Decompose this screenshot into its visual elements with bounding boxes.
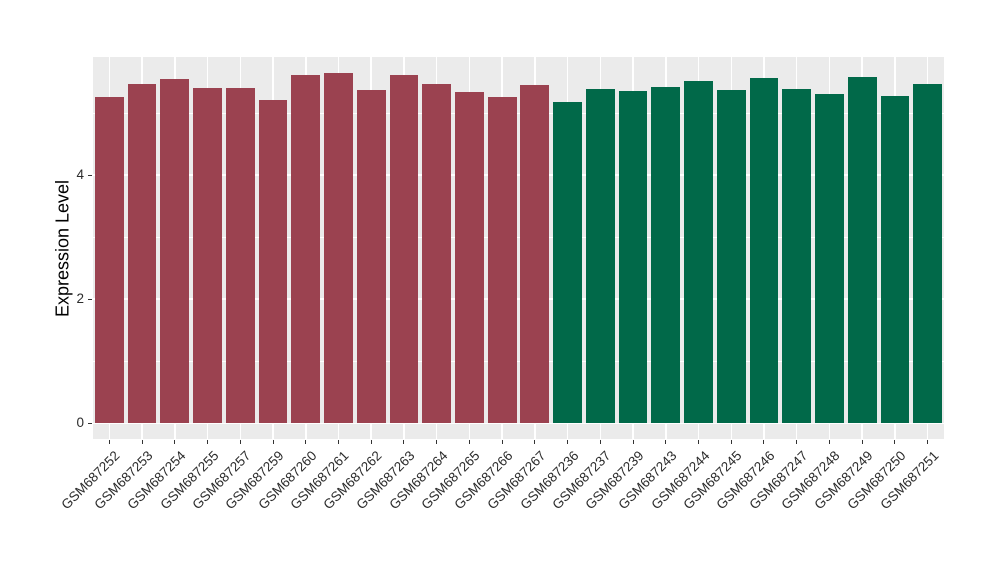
y-axis-tick xyxy=(88,298,92,300)
bar xyxy=(880,95,910,424)
x-axis-tick xyxy=(272,440,274,444)
x-axis-tick xyxy=(698,440,700,444)
y-axis-tick xyxy=(88,174,92,176)
bar xyxy=(651,87,681,424)
bar xyxy=(782,88,812,424)
x-axis-tick xyxy=(337,440,339,444)
x-axis-tick xyxy=(632,440,634,444)
x-axis-tick xyxy=(796,440,798,444)
bar xyxy=(487,96,517,424)
bar xyxy=(553,101,582,424)
bar xyxy=(225,88,255,424)
x-axis-tick xyxy=(239,440,241,444)
y-tick-label: 0 xyxy=(76,415,84,431)
x-axis-tick xyxy=(599,440,601,444)
bar xyxy=(291,75,321,424)
bar xyxy=(193,88,222,424)
x-axis-tick xyxy=(501,440,503,444)
x-axis-tick xyxy=(861,440,863,444)
x-axis-tick xyxy=(927,440,929,444)
x-axis-tick xyxy=(730,440,732,444)
bar xyxy=(716,89,746,424)
x-axis-tick xyxy=(894,440,896,444)
x-axis-tick xyxy=(305,440,307,444)
y-axis-tick xyxy=(88,422,92,424)
major-gridline xyxy=(93,298,944,300)
bar xyxy=(160,78,190,424)
x-axis-tick xyxy=(403,440,405,444)
x-axis-tick xyxy=(665,440,667,444)
major-gridline xyxy=(93,422,944,425)
bar xyxy=(684,81,713,424)
bar xyxy=(455,91,484,424)
bar xyxy=(127,83,157,424)
bar xyxy=(422,83,452,424)
x-axis-tick xyxy=(370,440,372,444)
y-axis-title: Expression Level xyxy=(52,179,73,318)
x-axis-tick xyxy=(108,440,110,444)
bar xyxy=(749,78,779,424)
bar xyxy=(356,89,386,424)
x-axis-tick xyxy=(468,440,470,444)
bar xyxy=(815,94,844,424)
bar xyxy=(324,73,353,424)
bar xyxy=(389,75,419,424)
x-axis-tick xyxy=(534,440,536,444)
minor-gridline xyxy=(93,237,944,238)
x-axis-tick xyxy=(207,440,209,444)
x-axis-tick xyxy=(174,440,176,444)
bar xyxy=(847,77,877,424)
bar xyxy=(258,99,288,424)
bar xyxy=(585,89,615,424)
plot-panel xyxy=(93,57,944,439)
minor-gridline xyxy=(93,112,944,114)
y-tick-label: 2 xyxy=(76,291,84,307)
bar xyxy=(94,97,124,424)
bar xyxy=(913,83,943,424)
x-axis-tick xyxy=(567,440,569,444)
y-tick-label: 4 xyxy=(76,167,84,183)
x-axis-tick xyxy=(436,440,438,444)
major-gridline xyxy=(93,174,944,176)
bar xyxy=(520,84,550,424)
minor-gridline xyxy=(93,361,944,363)
x-axis-tick xyxy=(763,440,765,444)
bar xyxy=(618,90,648,424)
x-axis-tick xyxy=(141,440,143,444)
x-axis-tick xyxy=(828,440,830,444)
